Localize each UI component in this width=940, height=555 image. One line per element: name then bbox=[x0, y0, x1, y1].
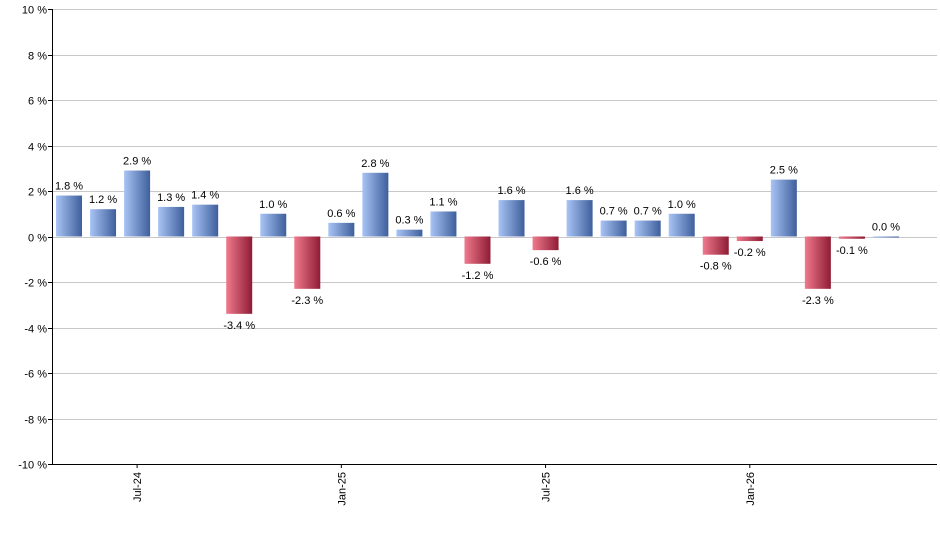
bar-value-label: 0.3 % bbox=[395, 215, 423, 227]
bar-Dec-25[interactable] bbox=[702, 236, 729, 255]
bar-value-label: -3.4 % bbox=[223, 320, 255, 332]
bar-Nov-25[interactable] bbox=[668, 213, 695, 237]
bar-value-label: 0.7 % bbox=[600, 206, 628, 218]
bar-value-label: 1.8 % bbox=[55, 181, 83, 193]
bar-value-label: -0.6 % bbox=[530, 256, 562, 268]
bar-value-label: 1.6 % bbox=[497, 185, 525, 197]
y-tick-label: -4 % bbox=[24, 324, 47, 336]
bar-Feb-25[interactable] bbox=[362, 172, 389, 237]
bar-value-label: 2.5 % bbox=[770, 165, 798, 177]
bar-value-label: -2.3 % bbox=[291, 295, 323, 307]
bar-Sep-25[interactable] bbox=[600, 220, 627, 237]
bar-value-label: 2.8 % bbox=[361, 158, 389, 170]
bar-Jun-24[interactable] bbox=[90, 209, 117, 237]
bar-Jan-26[interactable] bbox=[736, 236, 763, 242]
bar-Dec-24[interactable] bbox=[294, 236, 321, 289]
bar-value-label: 0.6 % bbox=[327, 208, 355, 220]
bar-value-label: 1.0 % bbox=[259, 199, 287, 211]
y-tick-label: -8 % bbox=[24, 415, 47, 427]
grid-lines bbox=[52, 9, 937, 465]
bars bbox=[56, 170, 899, 314]
bar-Jul-25[interactable] bbox=[532, 236, 559, 251]
bar-value-label: 2.9 % bbox=[123, 156, 151, 168]
bar-value-label: -0.1 % bbox=[836, 245, 868, 257]
bar-value-label: 0.7 % bbox=[634, 206, 662, 218]
bar-Nov-24[interactable] bbox=[260, 213, 287, 237]
x-tick-label: Jul-25 bbox=[541, 472, 553, 502]
bar-value-label: -0.2 % bbox=[734, 247, 766, 259]
y-tick-label: -6 % bbox=[24, 369, 47, 381]
bar-value-label: -2.3 % bbox=[802, 295, 834, 307]
bar-Oct-24[interactable] bbox=[226, 236, 253, 314]
bar-Aug-25[interactable] bbox=[566, 200, 593, 237]
bar-Oct-25[interactable] bbox=[634, 220, 661, 237]
bar-value-label: 1.3 % bbox=[157, 192, 185, 204]
bar-Mar-25[interactable] bbox=[396, 229, 423, 237]
bar-value-label: 0.0 % bbox=[872, 222, 900, 234]
bar-value-label: -0.8 % bbox=[700, 261, 732, 273]
y-tick-label: -2 % bbox=[24, 278, 47, 290]
bar-Feb-26[interactable] bbox=[770, 179, 797, 237]
bar-Jan-25[interactable] bbox=[328, 222, 355, 237]
x-tick-label: Jul-24 bbox=[132, 472, 144, 502]
bar-May-24[interactable] bbox=[56, 195, 83, 237]
y-tick-label: -10 % bbox=[18, 460, 47, 472]
bar-Jul-24[interactable] bbox=[124, 170, 151, 237]
bar-value-label: -1.2 % bbox=[462, 270, 494, 282]
bar-Apr-25[interactable] bbox=[430, 211, 457, 237]
y-tick-label: 6 % bbox=[28, 96, 47, 108]
bar-value-label: 1.6 % bbox=[566, 185, 594, 197]
y-tick-label: 4 % bbox=[28, 142, 47, 154]
y-tick-label: 10 % bbox=[22, 5, 47, 17]
x-tick-label: Jan-25 bbox=[336, 472, 348, 506]
y-tick-label: 0 % bbox=[28, 233, 47, 245]
x-tick-label: Jan-26 bbox=[745, 472, 757, 506]
bar-value-label: 1.1 % bbox=[429, 196, 457, 208]
bar-Apr-26[interactable] bbox=[838, 236, 865, 239]
y-tick-label: 2 % bbox=[28, 187, 47, 199]
bar-value-label: 1.4 % bbox=[191, 190, 219, 202]
bar-Sep-24[interactable] bbox=[192, 204, 219, 237]
bar-May-26[interactable] bbox=[872, 236, 899, 238]
labels: 10 % 8 % 6 % 4 % 2 % 0 % -2 % -4 % -6 % -8 % -10 %… bbox=[18, 5, 900, 506]
axes bbox=[48, 9, 937, 468]
bar-Mar-26[interactable] bbox=[804, 236, 831, 289]
bar-value-label: 1.0 % bbox=[668, 199, 696, 211]
bar-Aug-24[interactable] bbox=[158, 206, 185, 237]
bar-value-label: 1.2 % bbox=[89, 194, 117, 206]
y-tick-label: 8 % bbox=[28, 51, 47, 63]
bar-Jun-25[interactable] bbox=[498, 200, 525, 237]
bar-May-25[interactable] bbox=[464, 236, 491, 264]
